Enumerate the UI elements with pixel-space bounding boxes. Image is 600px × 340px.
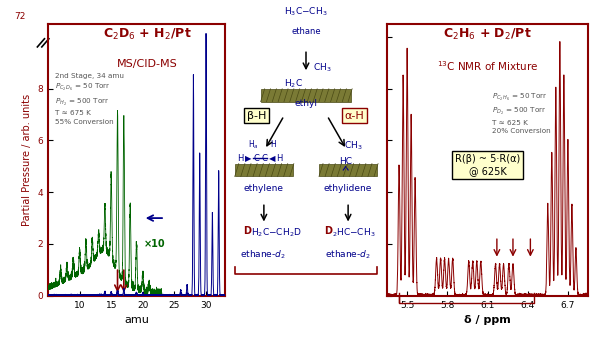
Text: ×10: ×10 (144, 239, 166, 249)
Text: CH$_3$: CH$_3$ (344, 140, 362, 152)
Text: ethane-$d_2$: ethane-$d_2$ (240, 248, 286, 261)
Polygon shape (260, 89, 352, 102)
Text: ethylene: ethylene (244, 184, 284, 193)
Text: α-H: α-H (345, 110, 364, 121)
Text: D: D (324, 226, 332, 236)
Polygon shape (235, 164, 293, 176)
Text: ethane: ethane (291, 27, 321, 36)
Text: 2nd Stage, 34 amu
$P_{C_2D_6}$ = 50 Torr
$P_{H_2}$ = 500 Torr
T ≈ 675 K
55% Conv: 2nd Stage, 34 amu $P_{C_2D_6}$ = 50 Torr… (55, 73, 124, 125)
Text: D: D (243, 226, 251, 236)
Text: H$\blacktriangleright$C: H$\blacktriangleright$C (237, 152, 260, 164)
Text: $P_{C_2H_6}$ = 50 Torr
$P_{D_2}$ = 500 Torr
T ≈ 625 K
20% Conversion: $P_{C_2H_6}$ = 50 Torr $P_{D_2}$ = 500 T… (491, 92, 550, 134)
Y-axis label: Partial Pressure / arb. units: Partial Pressure / arb. units (22, 94, 32, 226)
Text: H$_2$C: H$_2$C (284, 77, 302, 89)
Text: MS/CID-MS: MS/CID-MS (117, 59, 178, 69)
Text: $_2$HC$-$CH$_3$: $_2$HC$-$CH$_3$ (332, 226, 376, 239)
Text: C$_2$H$_6$ + D$_2$/Pt: C$_2$H$_6$ + D$_2$/Pt (443, 27, 532, 41)
Text: H: H (270, 140, 275, 149)
Text: 72: 72 (14, 12, 25, 21)
Text: ethylidene: ethylidene (324, 184, 373, 193)
Text: H$_a$: H$_a$ (248, 138, 259, 151)
Text: H$_2$C$-$CH$_2$D: H$_2$C$-$CH$_2$D (251, 226, 302, 239)
Text: C$_2$D$_6$ + H$_2$/Pt: C$_2$D$_6$ + H$_2$/Pt (103, 27, 191, 41)
Text: CH$_3$: CH$_3$ (313, 62, 332, 74)
Text: ethyl: ethyl (295, 99, 317, 108)
Text: C$\blacktriangleleft$H: C$\blacktriangleleft$H (261, 152, 284, 164)
X-axis label: δ / ppm: δ / ppm (464, 315, 511, 325)
X-axis label: amu: amu (124, 315, 149, 325)
Text: R(β) ~ 5·R(α)
@ 625K: R(β) ~ 5·R(α) @ 625K (455, 154, 520, 176)
Text: H$_3$C$-$CH$_3$: H$_3$C$-$CH$_3$ (284, 5, 328, 18)
Text: β-H: β-H (247, 110, 266, 121)
Polygon shape (319, 164, 377, 176)
Text: ethane-$d_2$: ethane-$d_2$ (325, 248, 371, 261)
Text: $^{13}$C NMR of Mixture: $^{13}$C NMR of Mixture (437, 59, 538, 73)
Text: HC: HC (339, 157, 352, 166)
